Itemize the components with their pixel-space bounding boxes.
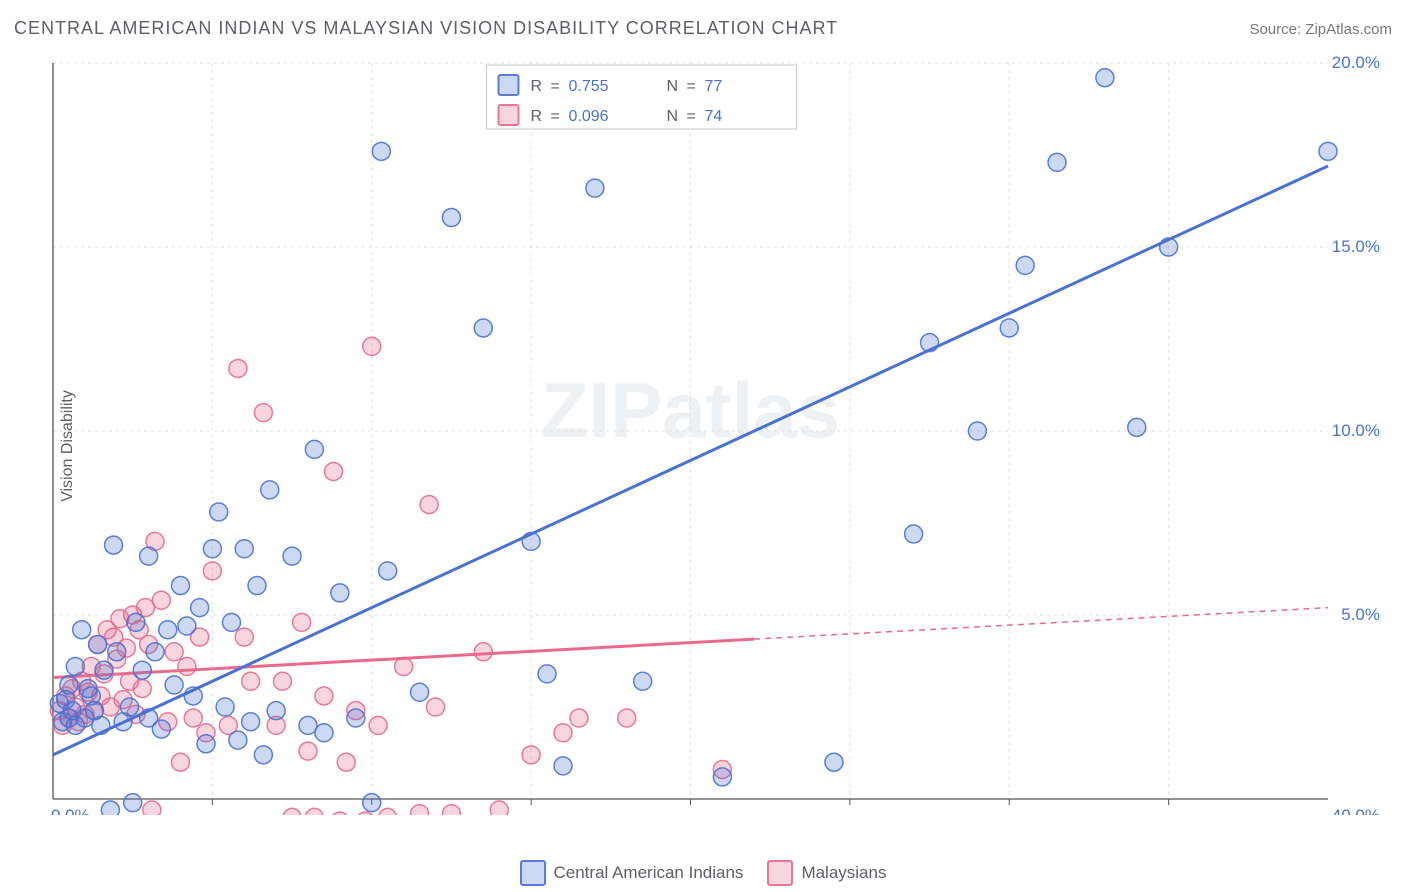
svg-text:0.755: 0.755 xyxy=(569,78,609,95)
legend-item-pink: Malaysians xyxy=(767,860,886,886)
source-text: Source: ZipAtlas.com xyxy=(1249,21,1392,38)
svg-text:74: 74 xyxy=(705,108,723,125)
svg-text:N: N xyxy=(667,78,679,95)
svg-text:5.0%: 5.0% xyxy=(1341,605,1380,624)
legend-label: Central American Indians xyxy=(554,863,744,883)
svg-text:R: R xyxy=(531,108,543,125)
svg-text:0.096: 0.096 xyxy=(569,108,609,125)
svg-text:R: R xyxy=(531,78,543,95)
svg-text:77: 77 xyxy=(705,78,723,95)
svg-text:15.0%: 15.0% xyxy=(1332,237,1380,256)
svg-text:20.0%: 20.0% xyxy=(1332,55,1380,72)
svg-text:N: N xyxy=(667,108,679,125)
legend-item-blue: Central American Indians xyxy=(520,860,744,886)
bottom-legend: Central American Indians Malaysians xyxy=(0,860,1406,886)
svg-text:10.0%: 10.0% xyxy=(1332,421,1380,440)
svg-text:=: = xyxy=(687,78,696,95)
svg-text:=: = xyxy=(551,108,560,125)
plot-area: ZIPatlas5.0%10.0%15.0%20.0%0.0%40.0%R=0.… xyxy=(48,55,1388,815)
svg-text:0.0%: 0.0% xyxy=(51,806,90,815)
scatter-chart: ZIPatlas5.0%10.0%15.0%20.0%0.0%40.0%R=0.… xyxy=(48,55,1388,815)
legend-swatch-icon xyxy=(520,860,546,886)
chart-title: CENTRAL AMERICAN INDIAN VS MALAYSIAN VIS… xyxy=(14,18,838,39)
legend-swatch-icon xyxy=(767,860,793,886)
svg-text:40.0%: 40.0% xyxy=(1332,806,1380,815)
svg-text:=: = xyxy=(687,108,696,125)
svg-text:=: = xyxy=(551,78,560,95)
legend-label: Malaysians xyxy=(801,863,886,883)
